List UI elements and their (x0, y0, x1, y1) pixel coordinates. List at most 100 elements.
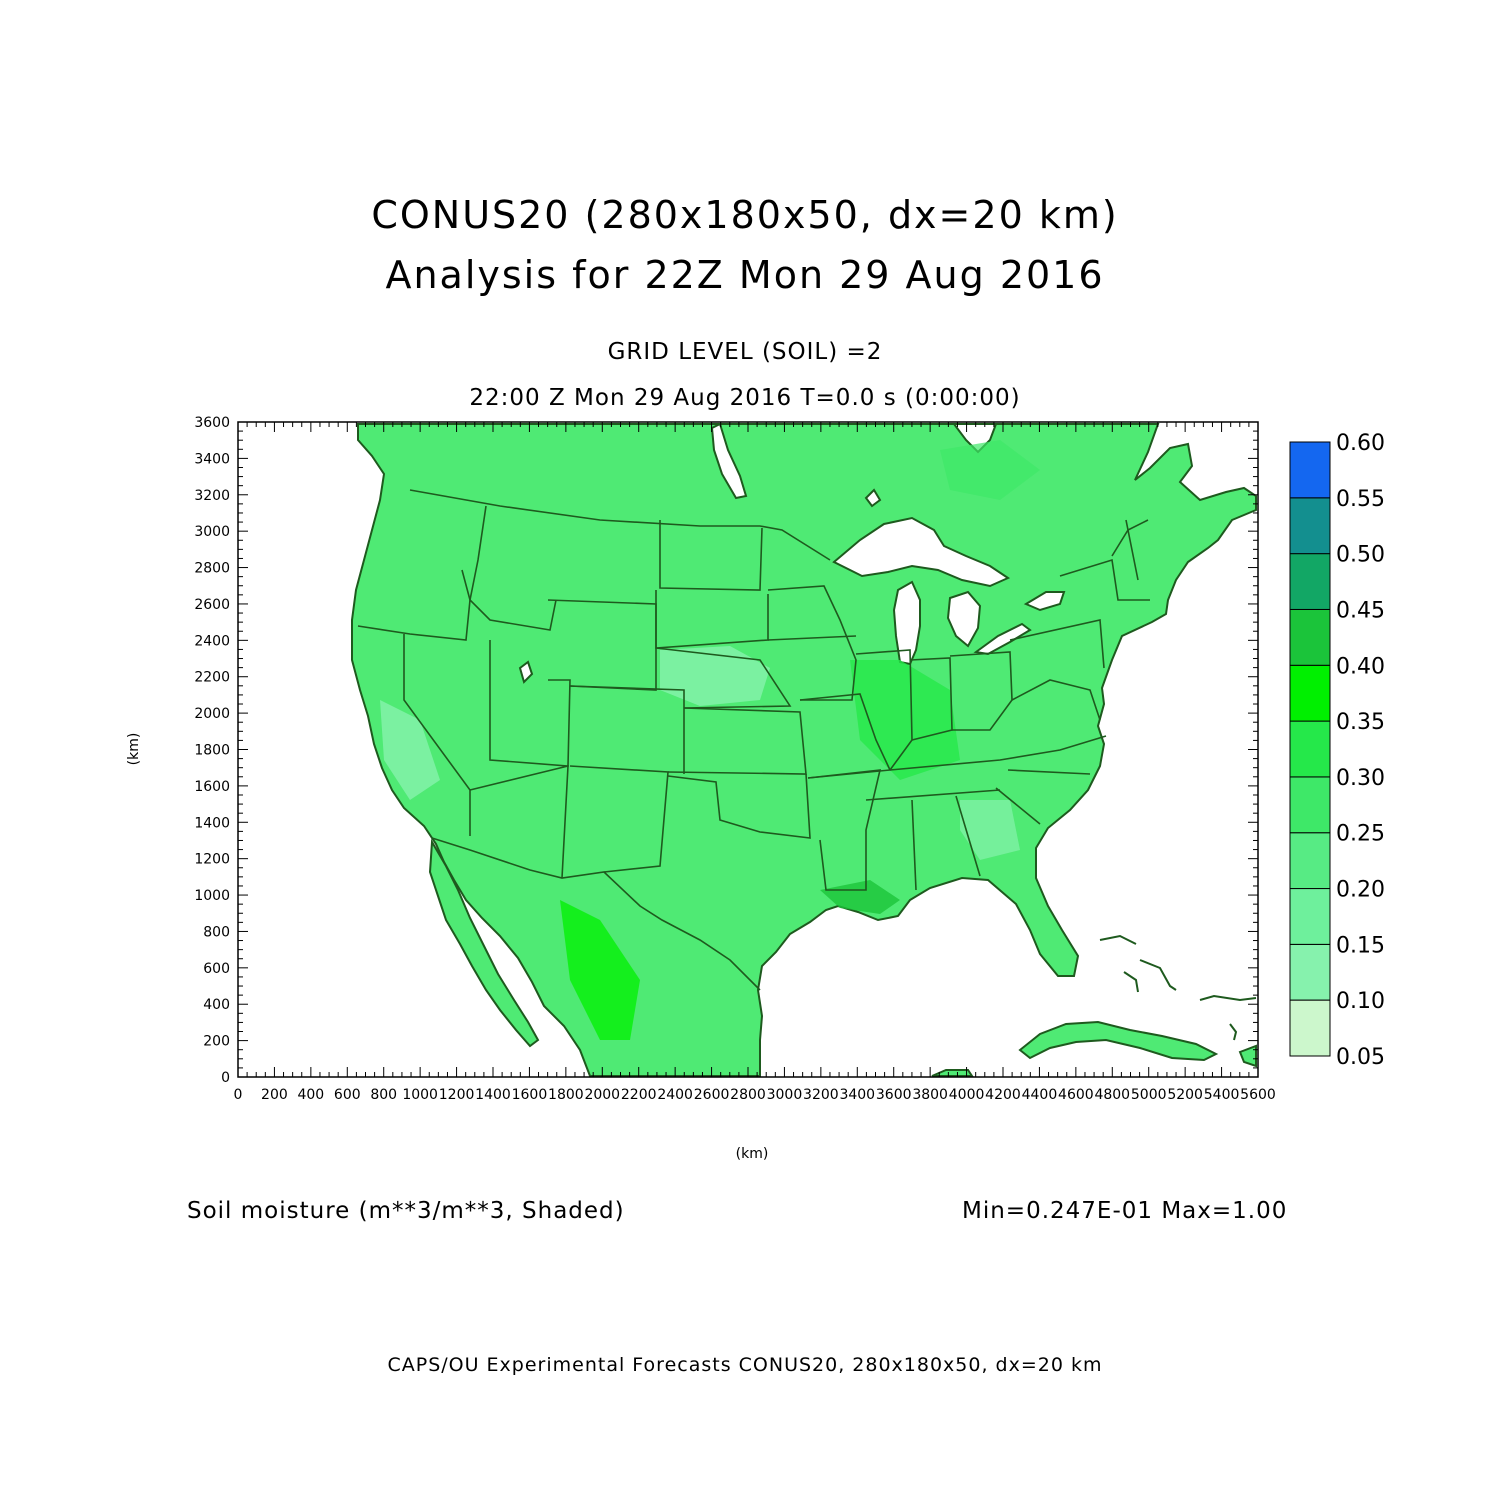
lake-michigan (892, 580, 921, 666)
colorbar-swatch (1289, 608, 1331, 666)
state-line-south-2 (889, 735, 1107, 771)
x-tick-label: 5600 (1240, 1087, 1276, 1103)
x-tick-label: 0 (234, 1087, 243, 1103)
lake-winnipeg (710, 422, 748, 500)
bahamas-outline (1099, 934, 1137, 945)
y-tick-label: 2200 (194, 670, 230, 686)
y-tick-label: 0 (221, 1070, 230, 1086)
state-line-south-5 (955, 795, 981, 877)
state-line-mountain-3 (569, 765, 669, 873)
state-line-plains-2 (655, 590, 769, 649)
colorbar-swatch (1289, 553, 1331, 610)
y-tick-label: 600 (203, 961, 230, 977)
y-tick-label: 1000 (194, 888, 230, 904)
x-tick-label: 5000 (1131, 1087, 1167, 1103)
political-borders (357, 489, 1150, 991)
colorbar-label: 0.55 (1336, 487, 1385, 512)
y-tick-label: 3400 (194, 451, 230, 467)
state-line-mountain-5 (469, 764, 569, 879)
credit-line: CAPS/OU Experimental Forecasts CONUS20, … (387, 1354, 1103, 1376)
x-tick-label: 1600 (512, 1087, 548, 1103)
colorbar-swatch (1289, 497, 1331, 555)
colorbar-swatch (1289, 832, 1331, 890)
x-tick-label: 1000 (402, 1087, 438, 1103)
state-line-plains-4 (667, 707, 807, 775)
y-tick-label: 2600 (194, 597, 230, 613)
x-tick-label: 4200 (985, 1087, 1021, 1103)
colorbar-label: 0.25 (1336, 822, 1385, 847)
y-axis-label: (km) (126, 733, 142, 766)
x-tick-label: 200 (261, 1087, 288, 1103)
x-axis: 0 200 400 600 800 1000 1200 1400 1600 1800 2000 220… (234, 422, 1276, 1103)
state-line-midwest-5 (909, 657, 953, 741)
bahamas-outline-3 (1123, 971, 1139, 993)
x-tick-label: 4600 (1058, 1087, 1094, 1103)
x-tick-label: 5400 (1204, 1087, 1240, 1103)
y-tick-label: 1800 (194, 743, 230, 759)
colorbar-swatch (1289, 776, 1331, 834)
y-tick-label: 400 (203, 997, 230, 1013)
colorbar-swatch (1289, 999, 1331, 1057)
caribbean-outline (1199, 994, 1257, 1002)
state-line-midwest-2 (767, 635, 857, 641)
state-line-plains-1 (659, 520, 763, 591)
x-tick-label: 3400 (839, 1087, 875, 1103)
x-tick-label: 600 (334, 1087, 361, 1103)
y-tick-label: 2000 (194, 706, 230, 722)
x-tick-label: 3600 (876, 1087, 912, 1103)
colorbar-label: 0.05 (1336, 1045, 1385, 1070)
colorbar: 0.05 0.10 0.15 0.20 0.25 0.30 0.35 0.40 0.45 0.50… (1289, 431, 1385, 1070)
state-line-east-3 (1059, 558, 1150, 601)
x-tick-label: 4000 (949, 1087, 985, 1103)
x-tick-label: 2400 (657, 1087, 693, 1103)
lake-superior (832, 516, 1011, 588)
x-tick-label: 2800 (730, 1087, 766, 1103)
wet-patch-canada (940, 440, 1040, 500)
y-tick-label: 1200 (194, 852, 230, 868)
x-tick-label: 1400 (475, 1087, 511, 1103)
x-tick-label: 2600 (694, 1087, 730, 1103)
state-line-plains-3 (655, 647, 792, 709)
us-mexico-border (431, 837, 761, 991)
colorbar-swatch (1289, 943, 1331, 1001)
caribbean-island-land (1238, 1044, 1257, 1068)
colorbar-swatch (1289, 720, 1331, 778)
lake-ontario (1023, 591, 1066, 612)
state-line-south-3 (865, 789, 1001, 801)
x-tick-label: 3200 (803, 1087, 839, 1103)
dry-patch-georgia (960, 800, 1020, 860)
state-line-south-1 (807, 769, 882, 891)
colorbar-label: 0.20 (1336, 878, 1385, 903)
x-tick-label: 3000 (767, 1087, 803, 1103)
y-tick-label: 1600 (194, 779, 230, 795)
y-tick-label: 3200 (194, 488, 230, 504)
us-canada-border (409, 489, 831, 561)
state-line-east-1 (1011, 679, 1101, 721)
y-tick-label: 800 (203, 924, 230, 940)
baja-california-land (428, 838, 540, 1048)
state-line-east-2 (1009, 619, 1105, 669)
state-line-plains-5 (667, 773, 811, 839)
state-line-midwest-1 (767, 585, 857, 701)
map-title-line-1: CONUS20 (280x180x50, dx=20 km) (371, 193, 1119, 237)
colorbar-label: 0.45 (1336, 598, 1385, 623)
state-line-south-4 (911, 799, 917, 891)
wet-patch-gulf-coast (820, 880, 900, 914)
state-line-west-1 (357, 569, 471, 641)
x-tick-label: 4800 (1094, 1087, 1130, 1103)
dry-patch-california (380, 700, 440, 800)
yucatan-coast-land (931, 1069, 974, 1077)
min-max-label: Min=0.247E-01 Max=1.00 (962, 1198, 1288, 1224)
grid-level-label: GRID LEVEL (SOIL) =2 (607, 339, 883, 365)
y-tick-label: 3600 (194, 415, 230, 431)
colorbar-swatch (1289, 888, 1331, 945)
variable-label: Soil moisture (m**3/m**3, Shaded) (187, 1198, 625, 1224)
cuba-land (1018, 1020, 1219, 1062)
colorbar-label: 0.50 (1336, 543, 1385, 568)
x-tick-label: 800 (370, 1087, 397, 1103)
state-line-midwest-4 (855, 649, 913, 771)
caribbean-outline-2 (1229, 1023, 1238, 1041)
y-tick-label: 2800 (194, 561, 230, 577)
state-line-mountain-4 (569, 685, 685, 774)
